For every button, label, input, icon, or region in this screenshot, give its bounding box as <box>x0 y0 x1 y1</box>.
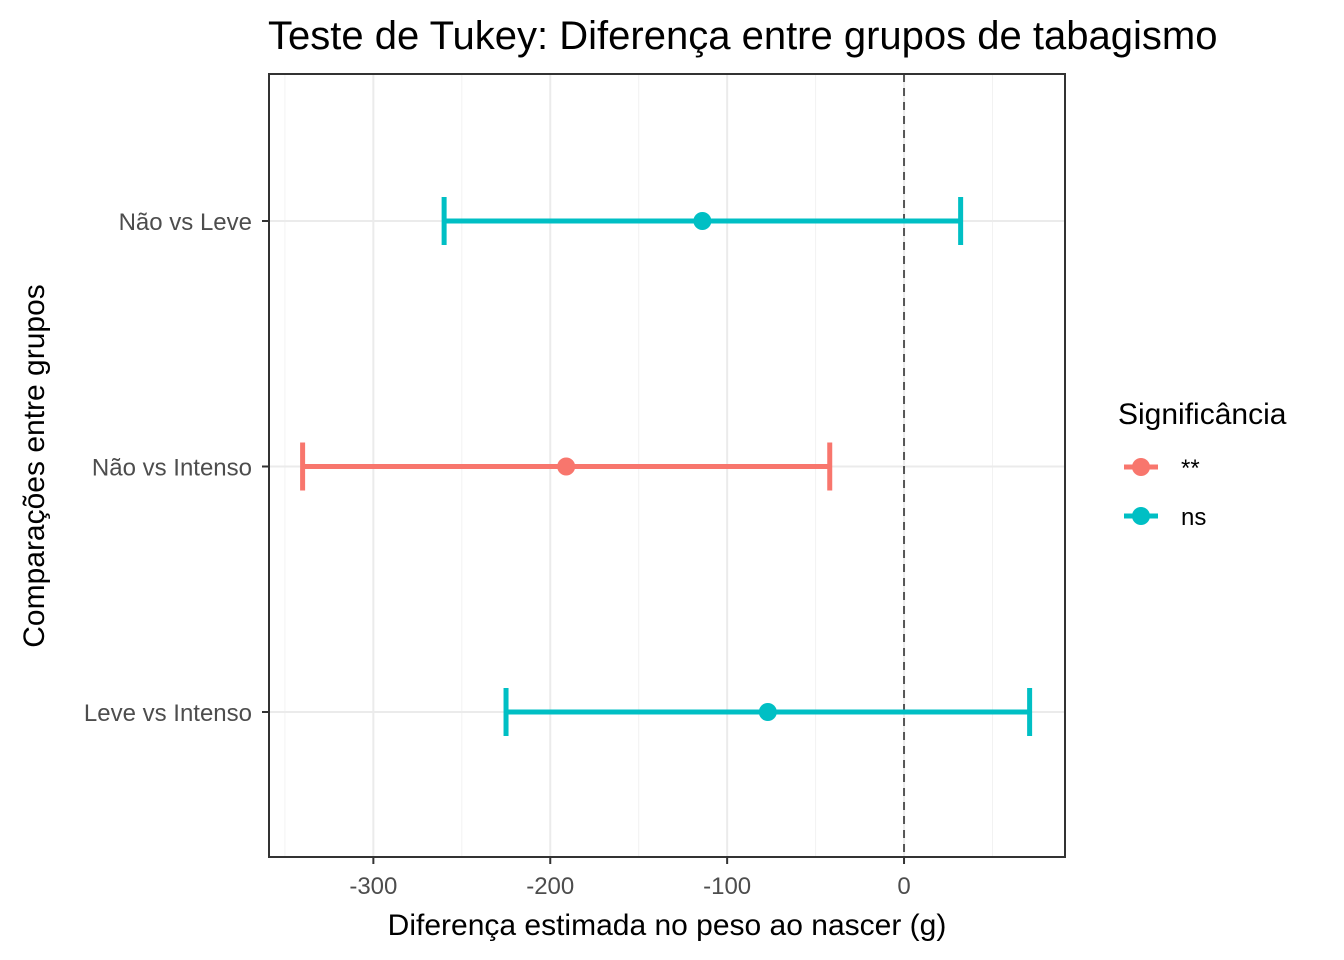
x-tick-label: -200 <box>526 873 574 900</box>
y-axis-title: Comparações entre grupos <box>18 284 51 648</box>
legend-label: ns <box>1181 504 1206 531</box>
plot-panel: -300 -200 -100 0 Não vs Leve Não vs Intenso Le… <box>84 73 1066 900</box>
x-tick-label: -100 <box>703 873 751 900</box>
y-tick-label: Não vs Leve <box>119 209 252 236</box>
legend-title: Significância <box>1118 398 1287 431</box>
x-axis-title: Diferença estimada no peso ao nascer (g) <box>388 909 947 942</box>
legend-key-point <box>1132 458 1150 476</box>
panel-border <box>268 73 1066 858</box>
chart-title: Teste de Tukey: Diferença entre grupos d… <box>268 14 1217 58</box>
errorbar-2 <box>503 688 1033 736</box>
legend: ** ns <box>1124 455 1206 531</box>
estimate-point <box>557 457 576 476</box>
estimate-point <box>693 212 712 230</box>
estimate-point <box>758 703 777 721</box>
y-tick-label: Não vs Intenso <box>92 455 252 482</box>
errorbar-1 <box>300 442 833 491</box>
legend-label: ** <box>1181 455 1200 482</box>
y-tick-label: Leve vs Intenso <box>84 700 252 727</box>
errorbar-0 <box>441 197 964 245</box>
legend-key-point <box>1132 507 1150 525</box>
x-tick-label: 0 <box>897 873 910 900</box>
x-tick-label: -300 <box>349 873 397 900</box>
